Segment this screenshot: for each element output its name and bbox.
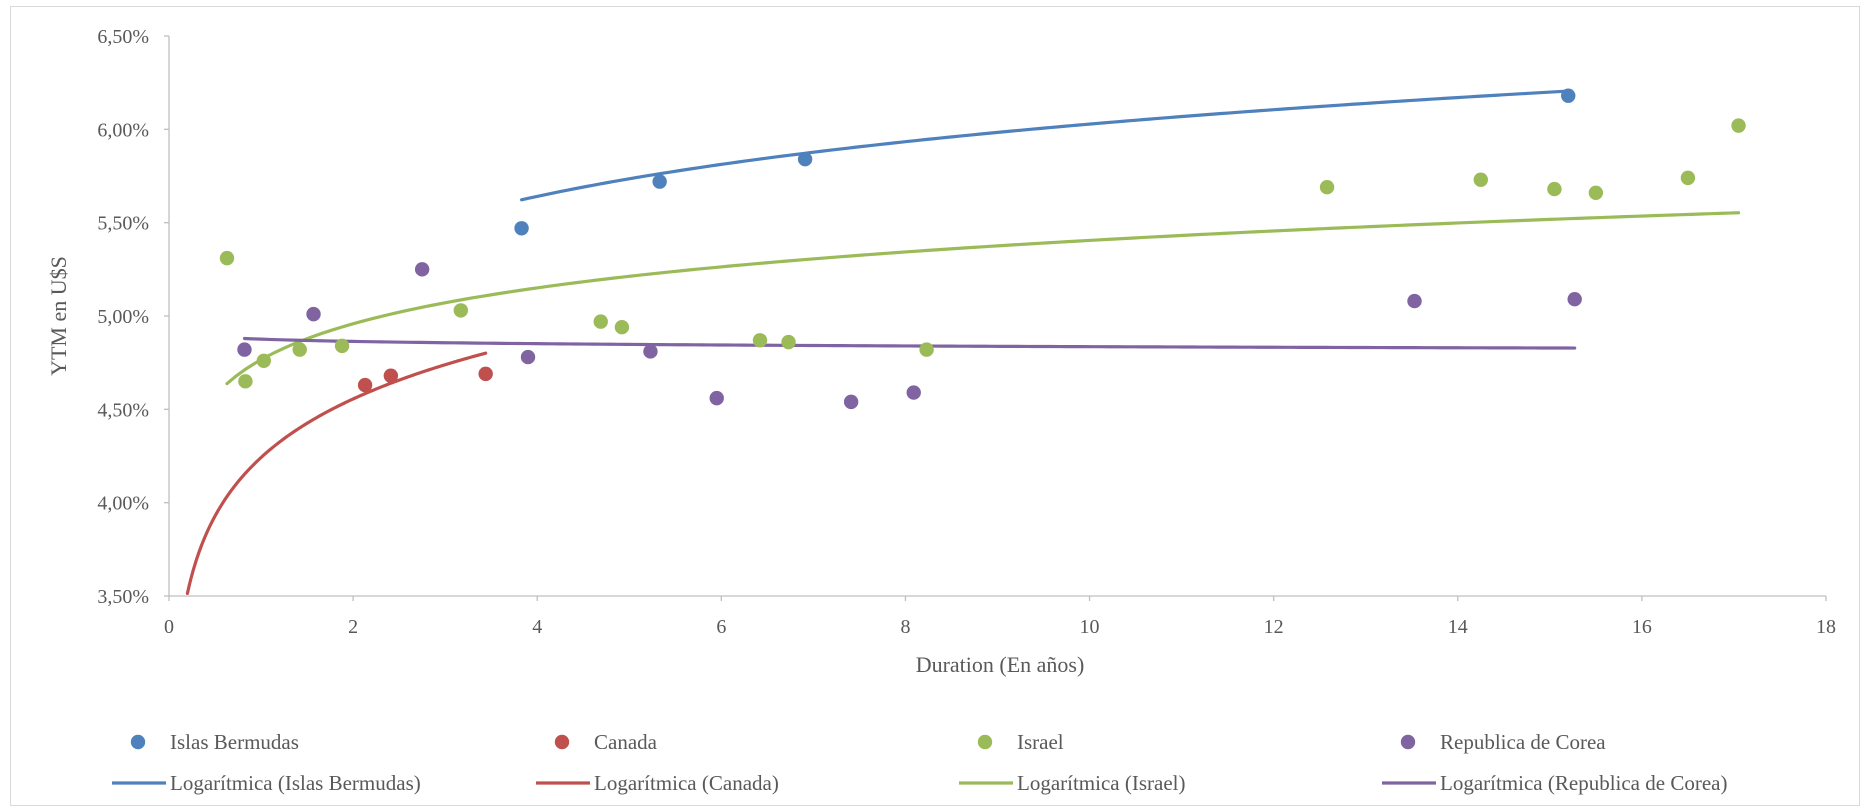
data-point-series-2 (453, 303, 469, 318)
data-point-series-3 (843, 394, 859, 410)
data-point-series-2 (238, 374, 253, 389)
trendline-series-3 (242, 336, 1577, 350)
data-point-series-0 (1561, 88, 1576, 103)
data-point-series-2 (1588, 185, 1604, 200)
y-tick-label: 5,00% (97, 306, 149, 328)
data-point-series-2 (1547, 181, 1562, 197)
y-axis-title: YTM en U$S (46, 256, 71, 376)
data-point-series-2 (1731, 118, 1746, 133)
data-point-series-3 (1407, 293, 1422, 309)
data-point-series-2 (781, 334, 796, 350)
legend: Islas Bermudas Logarítmica (Islas Bermuda… (112, 730, 1727, 795)
x-tick-label: 6 (716, 616, 726, 638)
data-point-series-2 (256, 353, 272, 368)
trendline-series-2 (225, 211, 1741, 386)
data-point-series-2 (292, 342, 307, 357)
legend-marker-series-0 (130, 734, 146, 750)
legend-label-series-3: Republica de Corea (1440, 730, 1606, 754)
data-point-series-3 (906, 385, 921, 400)
data-point-series-0 (514, 221, 529, 236)
data-point-series-0 (797, 152, 813, 167)
data-point-series-2 (334, 338, 350, 354)
data-point-series-1 (383, 368, 399, 383)
x-tick-label: 8 (900, 616, 910, 638)
legend-marker-series-1 (554, 734, 570, 750)
y-tick-label: 4,50% (97, 399, 149, 421)
trendline-series-0 (519, 89, 1570, 202)
data-point-series-2 (752, 333, 768, 348)
trendline-layer (185, 89, 1741, 596)
data-point-series-3 (414, 262, 430, 277)
legend-label-trendline-1: Logarítmica (Canada) (594, 771, 779, 795)
data-point-series-3 (709, 390, 724, 406)
data-point-series-2 (1473, 172, 1488, 187)
data-point-series-1 (357, 377, 373, 393)
data-point-series-2 (1680, 170, 1696, 186)
data-point-series-2 (219, 250, 235, 266)
y-tick-label: 3,50% (97, 586, 149, 608)
y-tick-label: 6,00% (97, 119, 149, 141)
legend-label-trendline-0: Logarítmica (Islas Bermudas) (170, 771, 421, 795)
data-point-series-1 (478, 366, 493, 382)
data-point-series-2 (614, 320, 630, 335)
axes-layer: 3,50% 4,00% 4,50% 5,00% 5,50% 6,00% 6,50% 0 2 4 6 8… (97, 26, 1836, 638)
trendline-series-1 (185, 351, 488, 596)
data-point-series-2 (593, 314, 608, 329)
data-point-series-3 (306, 306, 321, 322)
legend-label-series-1: Canada (594, 730, 658, 754)
data-point-series-0 (652, 174, 667, 189)
legend-label-series-0: Islas Bermudas (170, 730, 299, 754)
x-tick-label: 18 (1816, 616, 1836, 638)
x-tick-label: 14 (1448, 616, 1468, 638)
legend-label-trendline-2: Logarítmica (Israel) (1017, 771, 1186, 795)
data-point-series-3 (1567, 292, 1582, 307)
data-point-series-2 (919, 342, 934, 357)
points-layer (219, 88, 1746, 410)
x-tick-label: 16 (1632, 616, 1652, 638)
y-tick-label: 4,00% (97, 493, 149, 515)
legend-marker-series-3 (1400, 734, 1416, 750)
x-tick-label: 12 (1264, 616, 1284, 638)
x-tick-label: 0 (164, 616, 174, 638)
data-point-series-3 (237, 342, 252, 357)
y-tick-label: 6,50% (97, 26, 149, 48)
data-point-series-2 (1319, 180, 1335, 195)
legend-marker-series-2 (977, 734, 993, 750)
legend-label-trendline-3: Logarítmica (Republica de Corea) (1440, 771, 1727, 795)
legend-label-series-2: Israel (1017, 730, 1064, 754)
y-tick-label: 5,50% (97, 213, 149, 235)
x-tick-label: 4 (532, 616, 542, 638)
data-point-series-3 (643, 344, 658, 359)
x-tick-label: 10 (1080, 616, 1100, 638)
data-point-series-3 (520, 349, 536, 365)
x-axis-title: Duration (En años) (916, 652, 1085, 677)
x-tick-label: 2 (348, 616, 358, 638)
